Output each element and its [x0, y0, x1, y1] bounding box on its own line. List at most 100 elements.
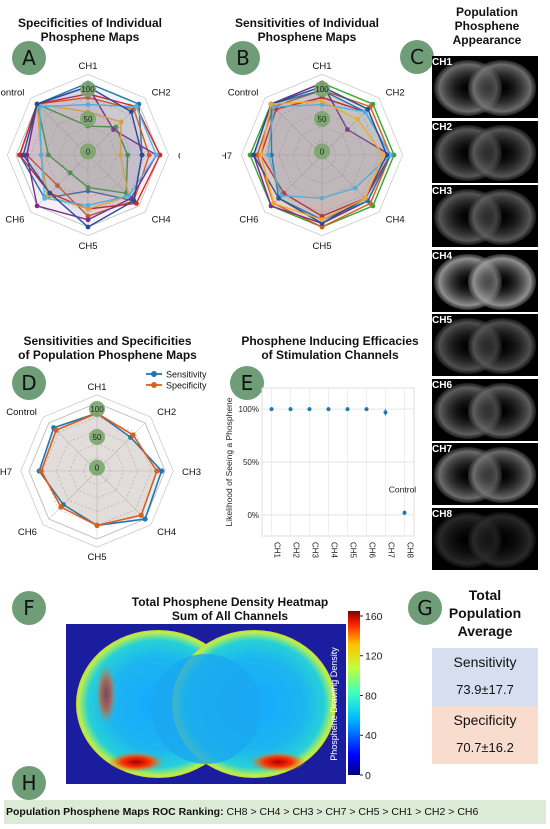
efficacy-xtick: CH8 [406, 542, 415, 559]
tile-image [434, 382, 536, 439]
panel-f-title: Total Phosphene Density Heatmap Sum of A… [131, 595, 329, 623]
radar-a-axis-label: CH4 [152, 215, 171, 226]
radar-d-grid-ring [42, 416, 152, 526]
ranking-label: Population Phosphene Maps ROC Ranking: [6, 806, 224, 818]
tile-lobe [468, 253, 536, 310]
efficacy-point [307, 407, 312, 412]
heatmap-hotspot-edge [96, 664, 116, 724]
radar-a-point [125, 152, 130, 158]
radar-b-axis-label: CH4 [386, 215, 405, 226]
efficacy-point [383, 410, 388, 415]
radar-a-point [126, 193, 132, 199]
tile-lobe [468, 318, 536, 374]
tile-label: CH3 [432, 186, 453, 197]
efficacy-xtick: CH7 [387, 542, 396, 559]
tile-lobe [468, 382, 536, 439]
efficacy-point [364, 407, 369, 412]
tile-lobe [468, 511, 536, 568]
radar-a-tick-label: 100 [81, 85, 95, 94]
tile-label: CH4 [432, 250, 453, 262]
efficacy-ytick: 100% [239, 405, 259, 414]
panel-h-badge: H [12, 766, 46, 800]
tile-lobe [468, 189, 536, 245]
radar-a-point [38, 152, 44, 158]
tile-image [434, 253, 536, 310]
radar-a-axis-label: CH1 [78, 61, 97, 72]
legend-marker [151, 382, 157, 388]
appearance-tile: CH1 [432, 56, 538, 118]
colorbar-tick-label: 80 [365, 690, 377, 702]
tile-lobe [468, 447, 536, 503]
efficacy-xtick: CH5 [349, 542, 358, 559]
radar-d-point [130, 432, 136, 438]
radar-b-point [391, 152, 397, 158]
radar-d-spoke [96, 422, 146, 472]
radar-d-tick-label: 0 [95, 464, 100, 473]
radar-b-point [355, 116, 361, 122]
radar-b-point [276, 195, 282, 201]
sensitivity-value: 73.9±17.7 [456, 682, 514, 697]
radar-d-tick-disk [89, 429, 105, 445]
efficacy-point [326, 407, 331, 412]
radar-a-axis-label: CH3 [178, 151, 180, 162]
tile-lobe [468, 60, 536, 116]
colorbar-label: Phosphene Drawing Density [329, 647, 339, 761]
efficacy-xtick: CH4 [330, 542, 339, 559]
panel-b-title: Sensitivities of Individual Phosphene Ma… [234, 16, 380, 44]
specificity-label: Specificity [453, 712, 517, 728]
radar-a-axis-label: CH2 [152, 87, 171, 98]
radar-b-axis-label: CH1 [312, 61, 331, 72]
appearance-tile: CH6 [432, 378, 538, 441]
radar-a-point [157, 152, 163, 158]
radar-a-point [55, 183, 60, 188]
radar-d-tick-label: 50 [93, 433, 102, 442]
tile-label: CH6 [432, 379, 453, 391]
radar-a-point [118, 152, 123, 158]
radar-a-tick-disk [80, 111, 96, 127]
appearance-tile: CH3 [432, 185, 538, 247]
heatmap-hotspot-left [108, 752, 164, 772]
radar-chart-b: 050100CH1CH2CH3CH4CH5CH6CH7Control [222, 61, 405, 252]
radar-b-point [319, 224, 325, 230]
efficacy-point [345, 407, 350, 412]
tile-image [434, 511, 536, 568]
sensitivity-label: Sensitivity [453, 654, 517, 670]
radar-b-axis-label: CH6 [239, 215, 258, 226]
radar-b-point [319, 221, 325, 226]
heatmap-hotspot-right [250, 752, 306, 772]
appearance-tile: CH7 [432, 443, 538, 505]
radar-chart-a: 050100CH1CH2CH3CH4CH5CH6CH7Control [0, 61, 180, 252]
radar-d-axis-label: CH1 [87, 382, 106, 393]
radar-d-outer-ring [20, 394, 174, 548]
radar-b-axis-label: CH5 [312, 241, 331, 252]
appearance-tile: CH5 [432, 314, 538, 376]
radar-d-axis-label: CH2 [157, 407, 176, 418]
radar-a-point [20, 152, 26, 158]
radar-b-axis-label: CH2 [386, 87, 405, 98]
radar-a-point [85, 102, 91, 107]
roc-ranking-bar: Population Phosphene Maps ROC Ranking: C… [4, 800, 546, 824]
radar-b-tick-disk [314, 111, 330, 127]
colorbar-scale [348, 611, 360, 775]
radar-a-point [85, 203, 91, 208]
radar-d-point [53, 427, 59, 433]
radar-a-point [133, 104, 139, 110]
radar-b-point [251, 152, 256, 158]
radar-b-point [380, 152, 386, 158]
radar-b-point [319, 213, 325, 219]
radar-b-point [268, 101, 274, 107]
radar-b-tick-disk [314, 81, 330, 97]
efficacy-ylabel: Likelihood of Seeing a Phosphene [224, 397, 234, 526]
tile-image [434, 189, 536, 245]
radar-b-point [362, 195, 368, 201]
efficacy-point [269, 407, 274, 412]
efficacy-point [288, 407, 293, 412]
radar-a-point [139, 152, 145, 158]
radar-a-point [131, 198, 137, 204]
panel-d-title: Sensitivities and Specificities of Popul… [18, 334, 197, 362]
radar-a-point [34, 101, 40, 107]
tile-lobe [468, 124, 536, 181]
radar-a-point [85, 185, 91, 190]
appearance-tile: CH4 [432, 249, 538, 312]
radar-a-point [154, 152, 159, 158]
